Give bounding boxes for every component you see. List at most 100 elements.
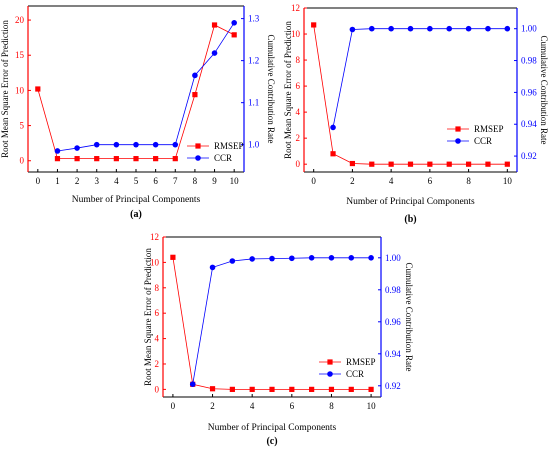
ccr-point xyxy=(74,145,80,151)
rmsep-point xyxy=(54,156,61,162)
rmsep-point xyxy=(74,156,80,162)
legend-label: CCR xyxy=(474,136,492,146)
rmsep-point xyxy=(249,386,255,392)
x-tick-label: 10 xyxy=(503,176,513,186)
x-tick-label: 2 xyxy=(350,176,355,186)
right-axis-title: Cumulative Contribution Rate xyxy=(539,36,549,145)
rmsep-point xyxy=(231,32,237,38)
right-tick-label: 0.98 xyxy=(385,285,401,295)
ccr-point xyxy=(485,25,491,32)
ccr-point xyxy=(189,381,196,388)
right-tick-label: 1.00 xyxy=(521,24,537,34)
x-tick-label: 4 xyxy=(389,176,394,186)
rmsep-point xyxy=(133,156,139,162)
left-tick-label: 6 xyxy=(296,81,301,91)
chart-panel-3: 0 2 4 6 8 10 0 2 4 6 8 10 12 0.92 0.94 0.96 0.98 1.00 Numb… xyxy=(143,232,414,447)
right-tick-label: 0.94 xyxy=(385,349,401,359)
rmsep-point xyxy=(269,386,275,392)
rmsep-point xyxy=(172,156,178,162)
legend-label: CCR xyxy=(346,369,364,379)
left-tick-label: 5 xyxy=(20,121,25,131)
legend-circle-marker xyxy=(327,371,333,377)
rmsep-point xyxy=(113,156,119,162)
right-tick-label: 0.92 xyxy=(385,381,401,391)
rmsep-point xyxy=(485,161,491,167)
ccr-point xyxy=(93,141,100,148)
chart-panel-1: 0 1 2 3 4 5 6 7 8 9 10 0 5 10 15 20 1.0 1.1 1.2 1.3 Number o… xyxy=(0,5,276,220)
left-tick-label: 2 xyxy=(296,133,301,143)
ccr-point xyxy=(349,26,356,33)
ccr-point xyxy=(231,20,237,26)
left-tick-label: 4 xyxy=(155,334,160,344)
series-line-rmsep xyxy=(172,257,372,390)
x-tick-label: 4 xyxy=(250,401,255,411)
right-tick-label: 1.2 xyxy=(248,56,259,66)
left-tick-label: 10 xyxy=(150,257,160,267)
left-tick-label: 2 xyxy=(155,359,160,369)
rmsep-point xyxy=(368,386,374,392)
left-tick-label: 0 xyxy=(296,159,301,169)
right-tick-label: 0.98 xyxy=(521,56,537,66)
x-axis-title: Number of Principal Components xyxy=(346,196,475,207)
rmsep-point xyxy=(369,161,375,167)
ccr-point xyxy=(249,256,255,262)
rmsep-point xyxy=(211,22,218,28)
rmsep-point xyxy=(35,86,41,92)
left-tick-label: 20 xyxy=(15,15,25,25)
ccr-point xyxy=(504,25,511,32)
rmsep-point xyxy=(407,161,414,167)
rmsep-point xyxy=(388,161,394,167)
ccr-point xyxy=(269,255,275,262)
chart-panel-2: 0 2 4 6 8 10 0 2 4 6 8 10 12 0.92 0.94 0.96 0.98 1.00 Numb… xyxy=(283,3,549,225)
panel-caption: (c) xyxy=(266,436,277,447)
x-tick-label: 7 xyxy=(173,176,178,186)
left-tick-label: 8 xyxy=(155,283,160,293)
ccr-point xyxy=(368,25,375,32)
left-tick-label: 8 xyxy=(296,55,301,65)
rmsep-point xyxy=(348,386,354,392)
legend-square-marker xyxy=(195,143,201,149)
rmsep-point xyxy=(170,254,176,260)
legend-square-marker xyxy=(455,126,461,132)
x-tick-label: 10 xyxy=(367,401,377,411)
x-tick-label: 3 xyxy=(94,176,99,186)
right-axis-title: Cumulative Contribution Rate xyxy=(404,263,414,372)
panel-caption: (a) xyxy=(130,209,142,220)
legend-circle-marker xyxy=(455,138,461,144)
ccr-point xyxy=(172,141,179,148)
rmsep-point xyxy=(465,161,472,167)
left-tick-label: 6 xyxy=(155,308,160,318)
x-tick-label: 10 xyxy=(230,176,240,186)
series-line-ccr xyxy=(192,257,372,385)
x-tick-label: 1 xyxy=(55,176,60,186)
x-tick-label: 9 xyxy=(212,176,217,186)
x-tick-label: 0 xyxy=(36,176,41,186)
x-tick-label: 6 xyxy=(428,176,433,186)
ccr-point xyxy=(446,25,453,32)
ccr-point xyxy=(465,25,472,32)
left-axis-title: Root Mean Square Error of Prediction xyxy=(143,248,153,386)
ccr-point xyxy=(209,264,216,271)
right-tick-label: 1.3 xyxy=(248,14,260,24)
ccr-point xyxy=(348,254,355,261)
left-tick-label: 4 xyxy=(296,107,301,117)
x-tick-label: 2 xyxy=(210,401,215,411)
rmsep-point xyxy=(349,160,356,167)
right-tick-label: 0.96 xyxy=(385,317,401,327)
rmsep-point xyxy=(311,22,317,28)
ccr-point xyxy=(308,254,315,261)
left-tick-label: 0 xyxy=(20,156,25,166)
right-tick-label: 1.0 xyxy=(248,140,260,150)
x-axis-title: Number of Principal Components xyxy=(208,422,337,433)
ccr-point xyxy=(133,141,139,148)
ccr-point xyxy=(330,124,336,131)
ccr-point xyxy=(427,25,433,32)
left-axis-title: Root Mean Square Error of Prediction xyxy=(0,20,10,158)
ccr-point xyxy=(192,72,198,79)
ccr-point xyxy=(211,50,218,56)
ccr-point xyxy=(388,25,394,32)
ccr-point xyxy=(407,25,414,32)
left-tick-label: 15 xyxy=(15,50,25,60)
left-tick-label: 10 xyxy=(15,85,25,95)
left-tick-label: 0 xyxy=(155,384,160,394)
